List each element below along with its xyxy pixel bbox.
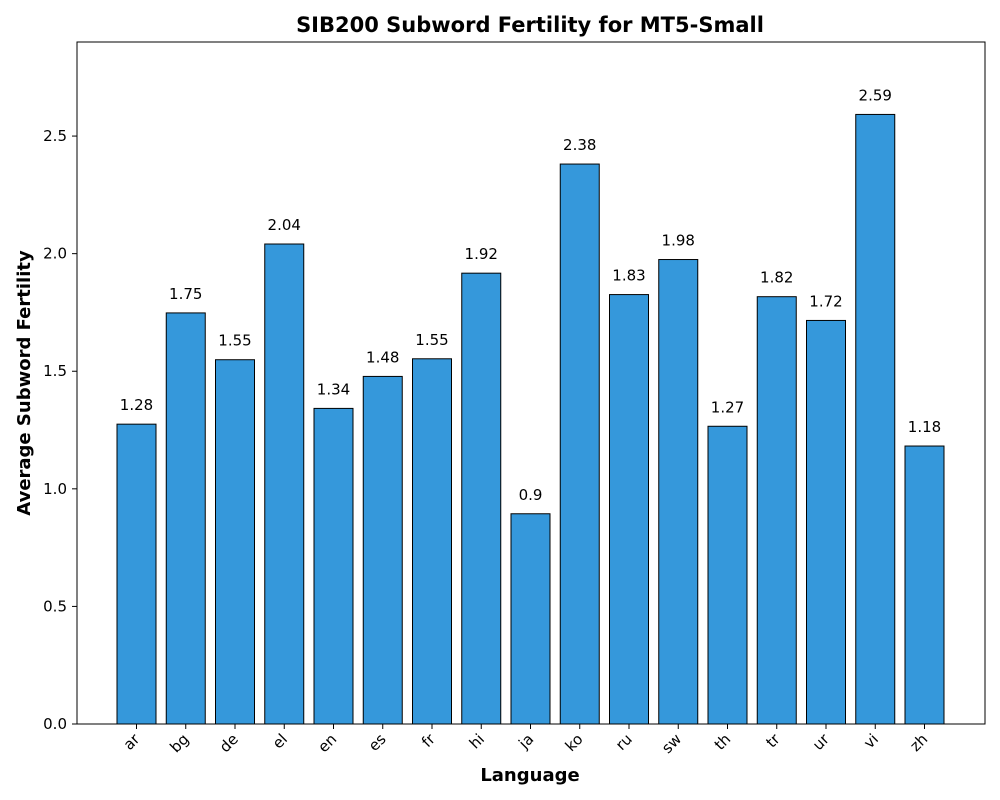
bar-el	[264, 243, 305, 725]
x-tick-label-vi: vi	[860, 730, 882, 752]
y-tick-label-0.0: 0.0	[43, 715, 67, 733]
x-tick-label-ar: ar	[120, 730, 144, 754]
data-label-es: 1.48	[366, 348, 399, 366]
x-tick-label-de: de	[216, 730, 242, 756]
x-tick-label-zh: zh	[906, 730, 931, 755]
x-tick-label-th: th	[711, 730, 735, 754]
data-label-hi: 1.92	[465, 245, 498, 263]
data-label-th: 1.27	[711, 398, 744, 416]
bar-zh	[904, 445, 945, 725]
bar-hi	[461, 272, 502, 725]
bar-tr	[756, 296, 797, 725]
x-tick-label-es: es	[365, 730, 390, 755]
y-tick-label-0.5: 0.5	[43, 597, 67, 615]
plot-frame	[76, 41, 986, 725]
x-tick-label-el: el	[269, 730, 291, 752]
x-tick-label-bg: bg	[166, 730, 192, 756]
y-axis-ticks: 0.0 0.5 1.0 1.5 2.0 2.5	[43, 127, 77, 733]
data-label-bg: 1.75	[169, 285, 202, 303]
x-tick-label-fr: fr	[418, 730, 439, 751]
bar-sw	[658, 259, 699, 725]
bar-th	[707, 425, 748, 725]
data-label-de: 1.55	[218, 332, 251, 350]
y-tick-label-2.0: 2.0	[43, 245, 67, 263]
bar-es	[362, 375, 403, 725]
data-label-fr: 1.55	[415, 331, 448, 349]
bar-en	[313, 407, 354, 725]
x-axis-label: Language	[480, 765, 579, 786]
data-label-vi: 2.59	[859, 86, 892, 104]
x-tick-label-ur: ur	[809, 730, 833, 754]
y-tick-label-1.5: 1.5	[43, 362, 67, 380]
data-label-ja: 0.9	[519, 486, 543, 504]
data-label-ur: 1.72	[809, 292, 842, 310]
x-tick-label-sw: sw	[658, 730, 685, 757]
data-label-ar: 1.28	[120, 396, 153, 414]
data-label-sw: 1.98	[662, 232, 695, 250]
data-label-zh: 1.18	[908, 418, 941, 436]
bar-ja	[510, 513, 551, 725]
x-tick-label-ja: ja	[514, 730, 537, 753]
bar-ko	[559, 163, 600, 725]
x-tick-label-tr: tr	[762, 730, 784, 752]
x-tick-label-en: en	[314, 730, 340, 756]
bars-group	[116, 113, 945, 725]
bar-de	[215, 359, 255, 725]
x-tick-label-ru: ru	[612, 730, 636, 754]
bar-bg	[165, 312, 206, 725]
bar-fr	[412, 358, 452, 725]
data-label-en: 1.34	[317, 380, 350, 398]
data-label-ko: 2.38	[563, 136, 596, 154]
y-axis-label: Average Subword Fertility	[14, 250, 35, 516]
y-tick-label-2.5: 2.5	[43, 127, 67, 145]
x-tick-label-hi: hi	[466, 730, 488, 752]
chart-title: SIB200 Subword Fertility for MT5-Small	[296, 13, 764, 37]
bar-ur	[806, 319, 846, 725]
data-labels-group: 1.28 1.75 1.55 2.04 1.34 1.48 1.55 1.92 0.9 2.38 1…	[120, 86, 941, 503]
bar-ar	[116, 423, 157, 725]
bar-ru	[609, 294, 649, 725]
data-label-tr: 1.82	[760, 269, 793, 287]
x-tick-label-ko: ko	[562, 730, 587, 755]
bar-vi	[855, 113, 896, 725]
data-label-ru: 1.83	[612, 267, 645, 285]
y-tick-label-1.0: 1.0	[43, 480, 67, 498]
x-axis-ticks: ar bg de el en es fr hi ja ko ru sw th tr ur vi zh	[120, 724, 931, 757]
data-label-el: 2.04	[268, 216, 301, 234]
